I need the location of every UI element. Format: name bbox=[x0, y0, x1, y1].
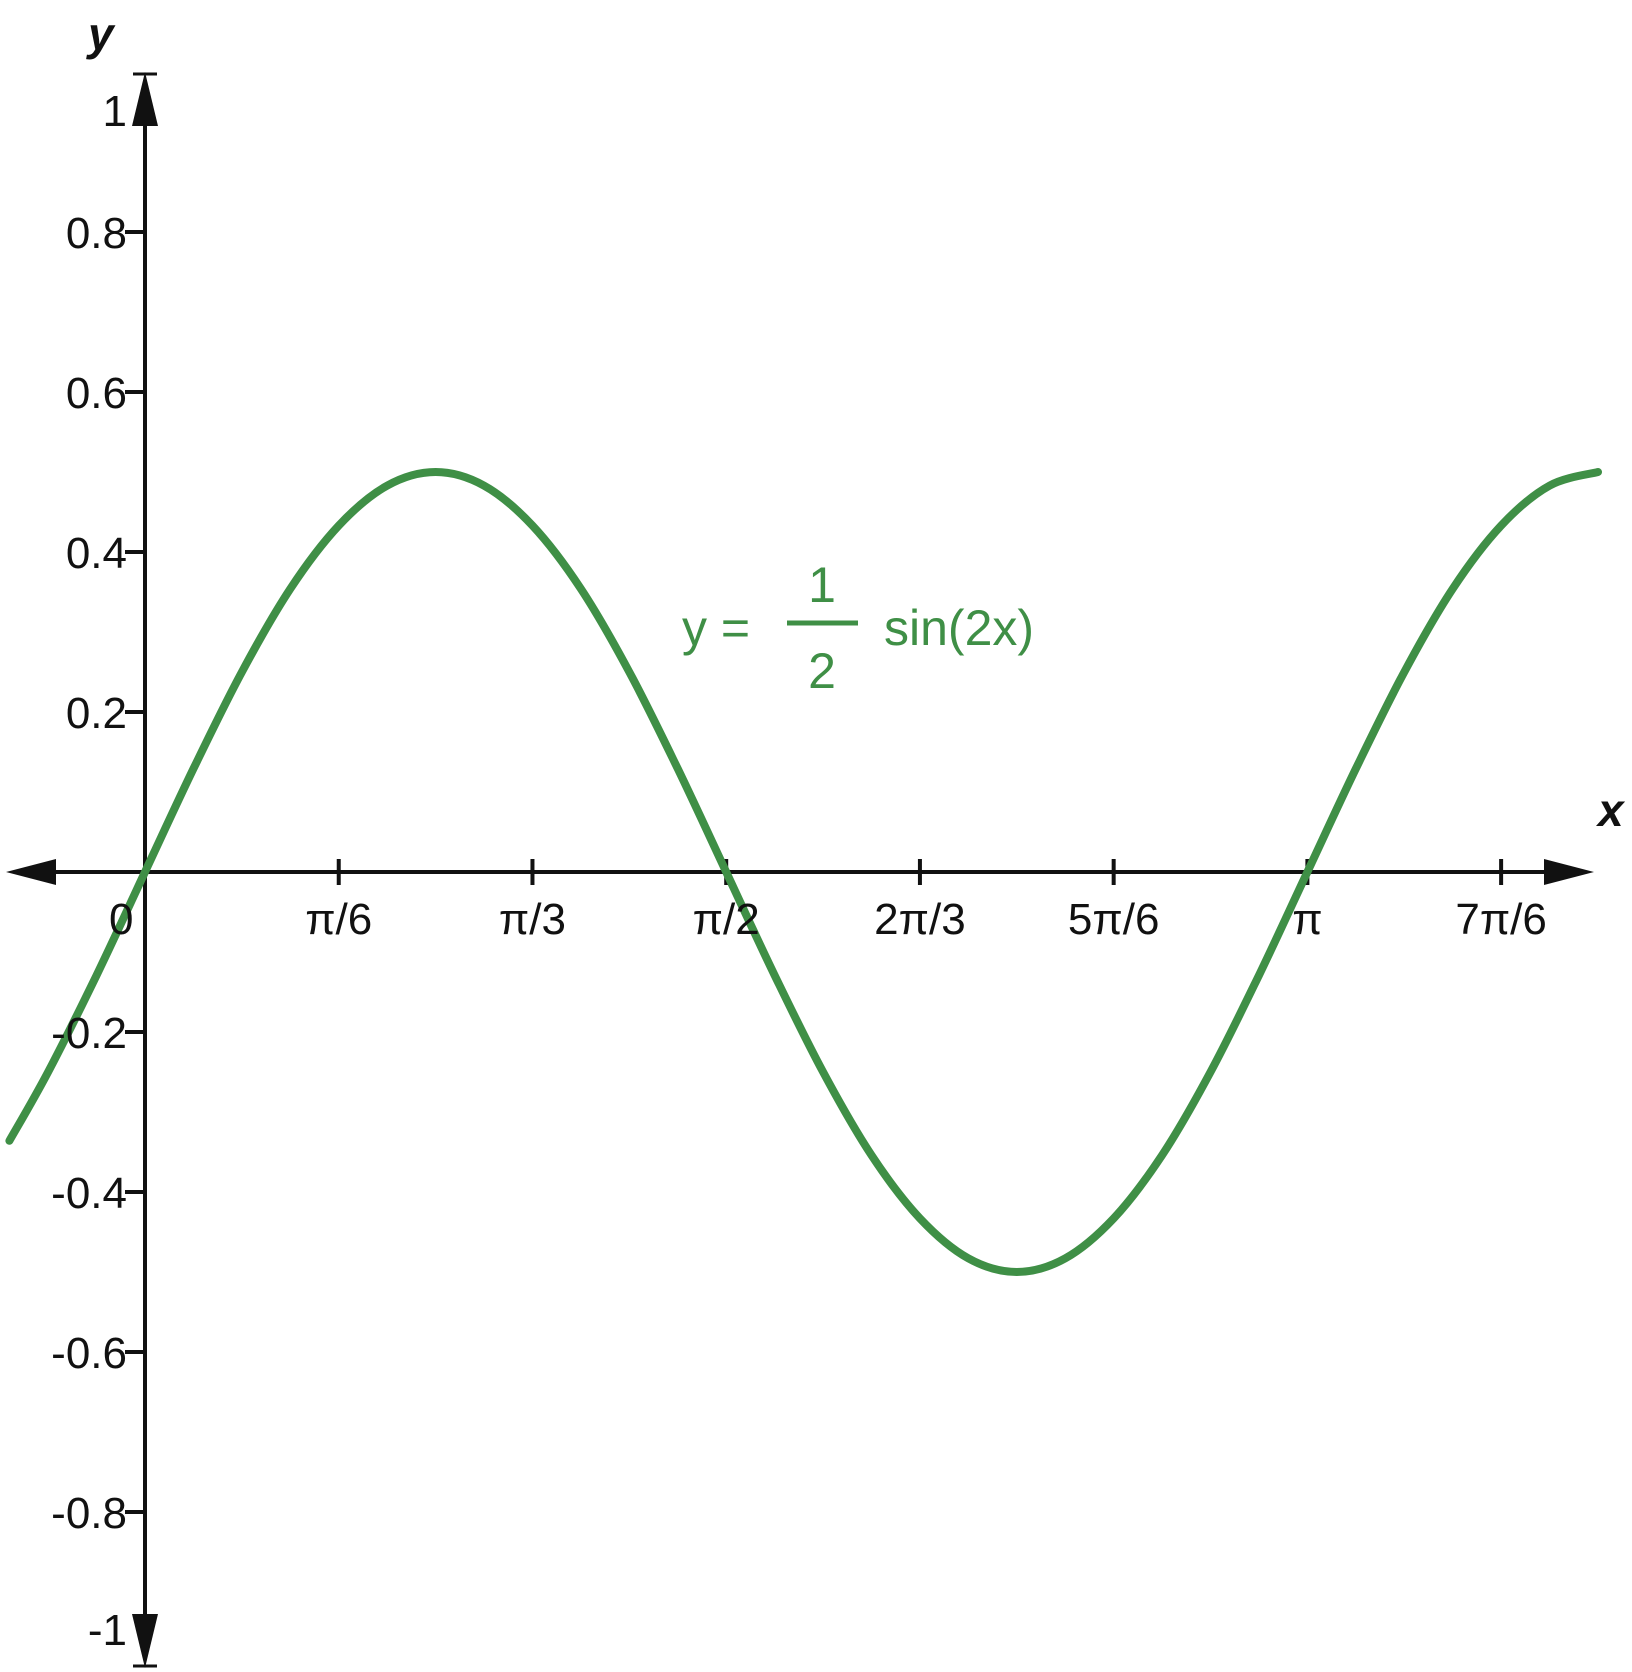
y-tick-label: -0.2 bbox=[51, 1009, 127, 1058]
y-tick-label: 0.6 bbox=[66, 369, 127, 418]
x-tick-label: 7π/6 bbox=[1455, 895, 1547, 944]
x-tick-label: 0 bbox=[109, 895, 133, 944]
equation-prefix: y = bbox=[682, 600, 750, 656]
y-tick-label: 0.4 bbox=[66, 529, 127, 578]
equation-suffix: sin(2x) bbox=[884, 600, 1034, 656]
y-tick-label: -1 bbox=[88, 1606, 127, 1655]
y-tick-label: -0.6 bbox=[51, 1329, 127, 1378]
x-tick-label: 5π/6 bbox=[1068, 895, 1160, 944]
y-axis-top-arrow bbox=[132, 72, 158, 126]
axes bbox=[6, 72, 1594, 1668]
series-line bbox=[5, 468, 1602, 1276]
y-tick-label: -0.4 bbox=[51, 1169, 127, 1218]
x-axis-label: x bbox=[1595, 784, 1626, 836]
x-tick-label: π/2 bbox=[693, 895, 760, 944]
x-tick-label: π/6 bbox=[305, 895, 372, 944]
y-tick-label: -0.8 bbox=[51, 1489, 127, 1538]
y-axis-label: y bbox=[86, 8, 116, 60]
y-tick-label: 0.8 bbox=[66, 209, 127, 258]
x-axis-right-arrow bbox=[1544, 859, 1594, 885]
ticks bbox=[125, 230, 1504, 1514]
tick-labels: 0 π/6 π/3 π/2 2π/3 5π/6 π 7π/6 1 0.8 0.6 0.4 0.2 -0.2… bbox=[51, 87, 1547, 1655]
x-tick-label: 2π/3 bbox=[874, 895, 966, 944]
series-layer bbox=[5, 468, 1602, 1276]
y-axis-bottom-arrow bbox=[132, 1614, 158, 1668]
x-tick-label: π bbox=[1292, 895, 1322, 944]
equation-annotation: y = 1 2 sin(2x) bbox=[682, 557, 1034, 699]
y-tick-label: 1 bbox=[103, 87, 127, 136]
x-axis-left-arrow bbox=[6, 859, 56, 885]
x-tick-label: π/3 bbox=[499, 895, 566, 944]
y-tick-label: 0.2 bbox=[66, 689, 127, 738]
equation-numerator: 1 bbox=[808, 557, 836, 613]
equation-denominator: 2 bbox=[808, 643, 836, 699]
